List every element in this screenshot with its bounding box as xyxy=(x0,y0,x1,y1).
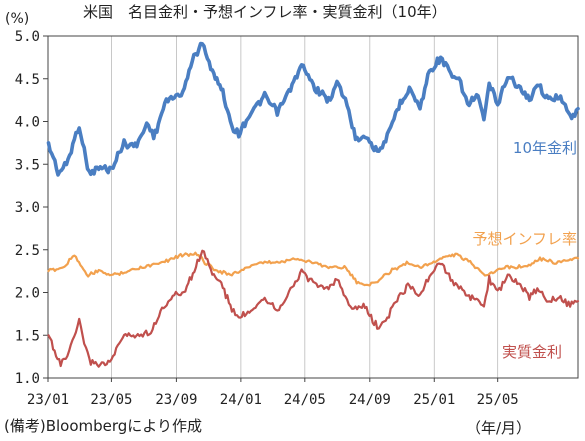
y-tick-label: 3.5 xyxy=(15,157,40,173)
chart-title: 米国 名目金利・予想インフレ率・実質金利（10年） xyxy=(83,3,447,21)
series-line xyxy=(47,249,580,368)
series-line xyxy=(46,41,580,177)
x-tick-label: 23/01 xyxy=(27,392,69,408)
series-label: 実質金利 xyxy=(502,343,562,361)
y-axis: 1.0 1.5 2.0 2.5 3.0 3.5 4.0 4.5 5.0 xyxy=(15,29,48,387)
x-tick-label: 25/05 xyxy=(477,392,519,408)
y-tick-label: 2.5 xyxy=(15,243,40,259)
x-axis: 23/01 23/05 23/09 24/01 24/05 24/09 25/01 25/05 xyxy=(27,378,519,408)
series-label: 予想インフレ率 xyxy=(472,230,577,248)
y-unit-label: (%) xyxy=(5,11,29,27)
x-unit-label: （年/月） xyxy=(466,419,531,437)
series-line xyxy=(47,251,580,287)
x-tick-label: 24/05 xyxy=(284,392,326,408)
series-label: 10年金利 xyxy=(513,139,577,157)
grid-lines xyxy=(111,36,499,378)
x-tick-label: 23/09 xyxy=(155,392,197,408)
y-tick-label: 2.0 xyxy=(15,286,40,302)
y-tick-label: 1.0 xyxy=(15,371,40,387)
x-tick-label: 24/09 xyxy=(349,392,391,408)
y-tick-label: 3.0 xyxy=(15,200,40,216)
source-note: (備考)Bloombergにより作成 xyxy=(4,417,202,435)
series-lines xyxy=(46,41,580,368)
x-tick-label: 23/05 xyxy=(90,392,132,408)
y-tick-label: 4.0 xyxy=(15,115,40,131)
y-tick-label: 5.0 xyxy=(15,29,40,45)
y-tick-label: 4.5 xyxy=(15,72,40,88)
x-tick-label: 24/01 xyxy=(220,392,262,408)
y-tick-label: 1.5 xyxy=(15,328,40,344)
x-tick-label: 25/01 xyxy=(413,392,455,408)
